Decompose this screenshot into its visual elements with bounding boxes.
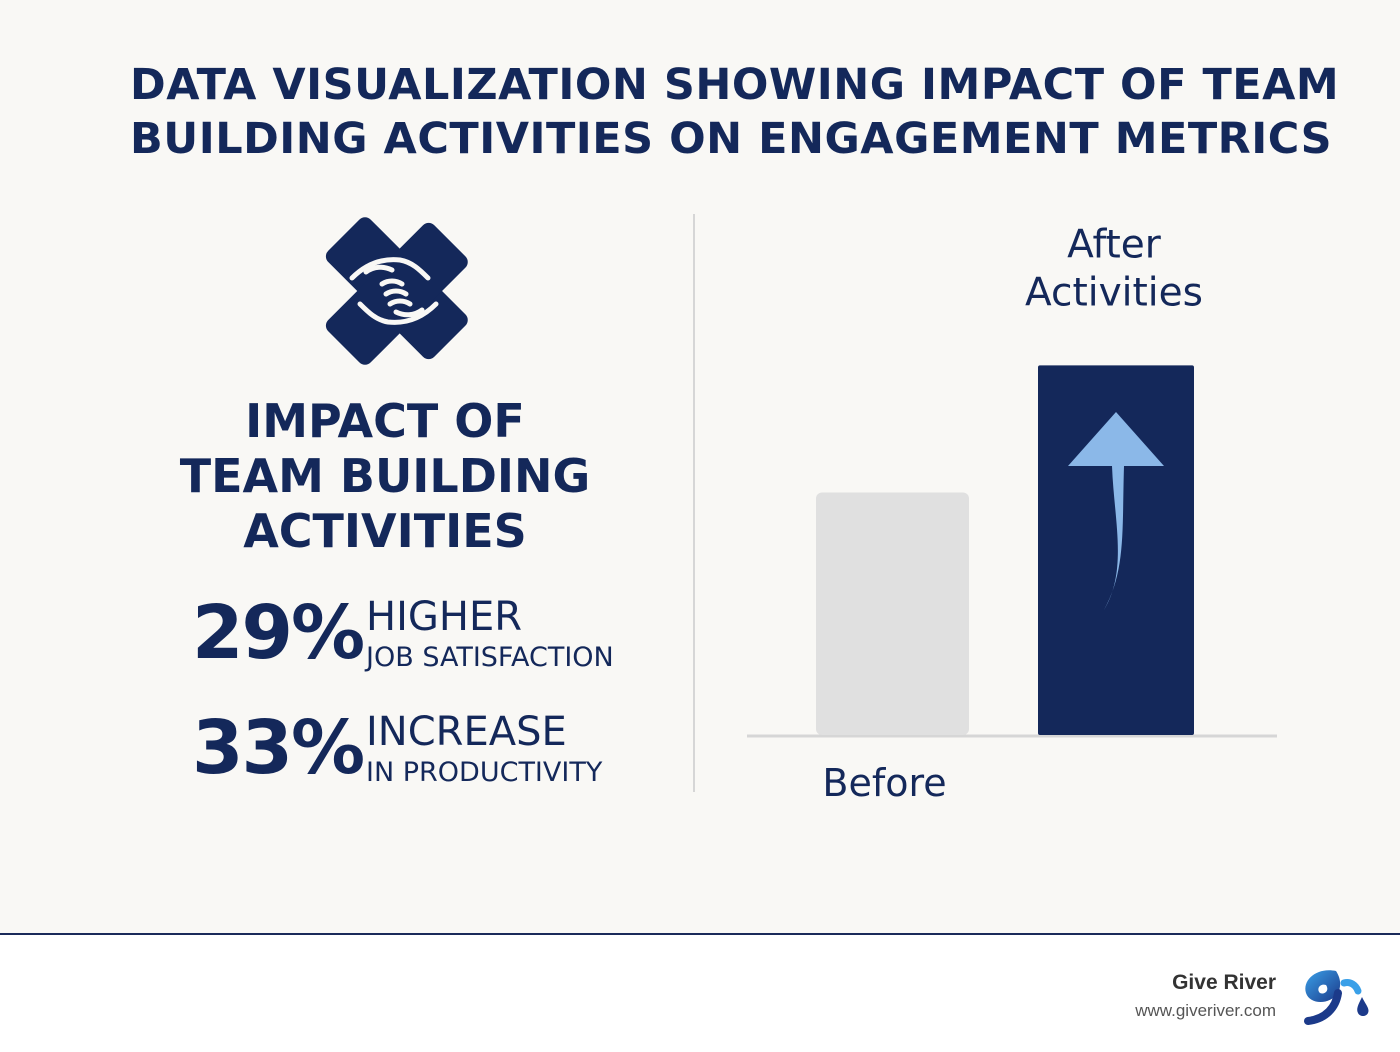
team-hands-icon [325,217,468,365]
stat-description: IN PRODUCTIVITY [366,757,603,788]
page-title: DATA VISUALIZATION SHOWING IMPACT OF TEA… [130,58,1340,166]
stat-description: JOB SATISFACTION [366,642,614,673]
category-label-before: Before [822,761,946,805]
up-arrow-icon [1068,412,1164,610]
title-line-2: BUILDING ACTIVITIES ON ENGAGEMENT METRIC… [130,114,1333,164]
stat-value: 29% [192,590,365,676]
category-label-after-activities-line-2: Activities [1025,270,1203,315]
brand-name[interactable]: Give River [1172,971,1276,994]
vertical-divider [693,214,695,792]
stat-value: 33% [192,705,365,791]
give-river-logo-icon[interactable] [1296,963,1372,1029]
impact-heading-line-1: IMPACT OF [245,394,525,448]
impact-heading: IMPACT OF TEAM BUILDING ACTIVITIES [150,394,620,559]
impact-heading-line-3: ACTIVITIES [243,504,527,558]
stat-headline: INCREASE [366,709,567,755]
category-label-after-activities-line-1: After [1067,222,1162,267]
footer-divider [0,933,1400,935]
stat-headline: HIGHER [366,594,523,640]
brand-url-link[interactable]: www.giveriver.com [1135,1001,1276,1020]
footer: Give River www.giveriver.com [0,935,1400,1052]
bar-before [816,492,969,735]
impact-heading-line-2: TEAM BUILDING [179,449,591,503]
title-line-1: DATA VISUALIZATION SHOWING IMPACT OF TEA… [130,60,1340,110]
